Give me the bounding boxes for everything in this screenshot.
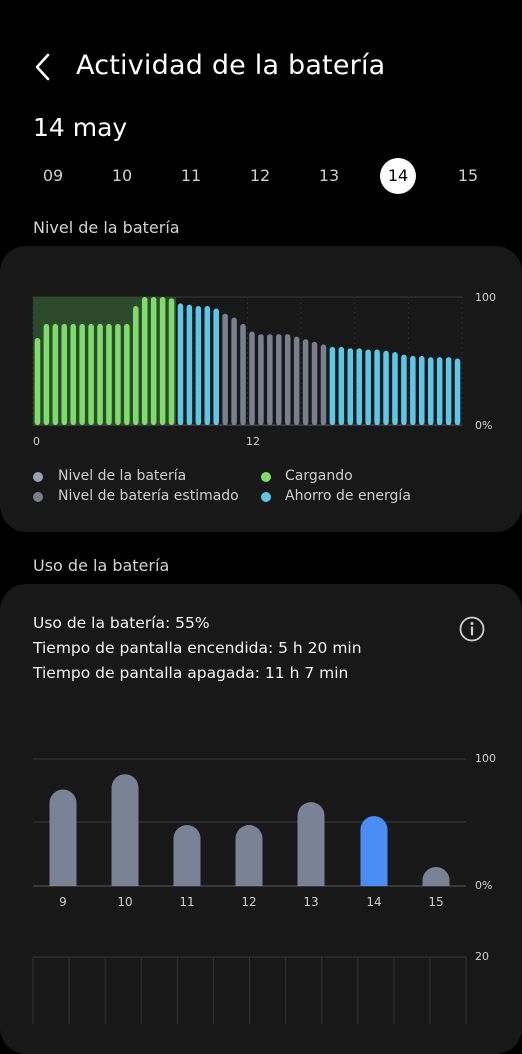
page-title: Actividad de la batería: [76, 50, 386, 81]
battery-level-bar: [150, 297, 157, 425]
screen-on-time-text: Tiempo de pantalla encendida: 5 h 20 min: [33, 639, 362, 657]
battery-level-bar: [177, 303, 184, 425]
battery-level-bar: [392, 352, 398, 425]
battery-level-bar: [115, 323, 121, 425]
screen-off-time-text: Tiempo de pantalla apagada: 11 h 7 min: [33, 664, 349, 682]
battery-level-bar: [213, 308, 219, 425]
battery-level-bar: [445, 357, 452, 425]
daily-usage-x-label: 15: [428, 895, 443, 909]
battery-level-bar: [231, 317, 237, 425]
battery-level-bar: [70, 323, 76, 425]
daily-usage-bar[interactable]: [235, 825, 263, 886]
usage-percent-text: Uso de la batería: 55%: [33, 614, 210, 632]
battery-level-bar: [284, 334, 291, 425]
legend-battery-level: Nivel de la batería: [58, 468, 187, 484]
battery-level-bar: [133, 305, 139, 425]
level-y-label-0: 0%: [475, 419, 492, 432]
level-y-label-100: 100: [475, 291, 496, 304]
battery-level-bar: [97, 323, 103, 425]
day-10[interactable]: 10: [111, 166, 133, 185]
battery-level-bar: [159, 297, 166, 425]
battery-level-bar: [88, 323, 94, 425]
battery-level-bar: [401, 354, 407, 425]
day-14-selected[interactable]: 14: [380, 158, 416, 194]
battery-level-bar: [419, 355, 425, 425]
battery-level-bar: [34, 337, 41, 425]
header: Actividad de la batería: [0, 38, 522, 98]
battery-level-bar: [311, 341, 318, 425]
legend-power-saving: Ahorro de energía: [285, 488, 411, 504]
daily-usage-bar[interactable]: [297, 802, 325, 886]
legend-charging: Cargando: [285, 468, 353, 484]
legend-dot-estimated: [33, 492, 43, 502]
daily-usage-x-label: 14: [366, 895, 381, 909]
battery-level-bar: [106, 323, 112, 425]
battery-level-bar: [365, 349, 371, 425]
daily-usage-chart: 9 10 11 12 13 14 15 100 0%: [33, 752, 496, 909]
daily-usage-x-label: 11: [179, 895, 194, 909]
daily-usage-bar[interactable]: [360, 816, 388, 886]
battery-usage-card: [0, 584, 522, 1054]
daily-usage-x-label: 9: [59, 895, 67, 909]
battery-level-bar: [293, 336, 300, 425]
battery-level-bar: [267, 334, 273, 425]
back-arrow-icon[interactable]: [30, 52, 58, 82]
daily-usage-x-label: 13: [303, 895, 318, 909]
battery-level-bar: [374, 349, 380, 425]
day-12[interactable]: 12: [249, 166, 271, 185]
battery-level-bar: [222, 313, 228, 425]
daily-usage-bar[interactable]: [111, 774, 139, 886]
day-13[interactable]: 13: [318, 166, 340, 185]
battery-level-bar: [356, 348, 362, 425]
battery-level-bar: [436, 357, 443, 425]
battery-level-bar: [79, 323, 85, 425]
battery-level-section-title: Nivel de la batería: [33, 218, 180, 237]
usage-y-label-100: 100: [475, 752, 496, 765]
battery-level-bar: [240, 323, 246, 425]
battery-level-bar: [124, 323, 130, 425]
day-09[interactable]: 09: [42, 166, 64, 185]
battery-level-bar: [168, 298, 175, 425]
battery-level-bar: [43, 323, 50, 425]
day-selector: 09 10 11 12 13 14 15: [0, 158, 522, 196]
hourly-usage-chart: 20: [32, 950, 489, 1024]
legend-dot-charging: [261, 472, 271, 482]
daily-usage-bar[interactable]: [422, 866, 450, 886]
battery-level-bar: [249, 331, 255, 425]
battery-level-bar: [410, 355, 416, 425]
legend-dot-power-saving: [261, 492, 271, 502]
battery-level-bar: [258, 334, 264, 425]
selected-date-label: 14 may: [33, 113, 128, 142]
battery-level-bar: [195, 305, 202, 425]
day-15[interactable]: 15: [457, 166, 479, 185]
battery-usage-section-title: Uso de la batería: [33, 556, 170, 575]
daily-usage-bar[interactable]: [49, 789, 77, 886]
battery-level-bar: [383, 350, 389, 425]
level-x-label-0: 0: [33, 435, 40, 448]
day-11[interactable]: 11: [180, 166, 202, 185]
legend-estimated: Nivel de batería estimado: [58, 488, 239, 504]
battery-level-bar: [276, 334, 282, 425]
battery-level-bar: [320, 344, 327, 425]
level-x-label-12: 12: [246, 435, 260, 448]
battery-level-bar: [186, 304, 193, 425]
battery-level-chart: 100 0% 0 12: [32, 291, 496, 448]
battery-level-bar: [454, 358, 461, 425]
battery-level-bar: [302, 339, 309, 425]
battery-level-bar: [61, 323, 68, 425]
battery-level-bar: [204, 305, 211, 425]
battery-level-bar: [141, 297, 148, 425]
daily-usage-bar[interactable]: [173, 825, 201, 886]
battery-level-bar: [347, 348, 354, 425]
battery-level-bar: [427, 357, 434, 425]
hourly-y-label-top: 20: [475, 950, 489, 963]
daily-usage-x-label: 12: [241, 895, 256, 909]
info-icon[interactable]: [458, 615, 486, 643]
legend-dot-battery-level: [33, 472, 43, 482]
daily-usage-x-label: 10: [117, 895, 132, 909]
battery-level-bar: [338, 346, 345, 425]
usage-y-label-0: 0%: [475, 879, 492, 892]
battery-level-bar: [329, 346, 336, 425]
battery-level-bar: [52, 323, 59, 425]
